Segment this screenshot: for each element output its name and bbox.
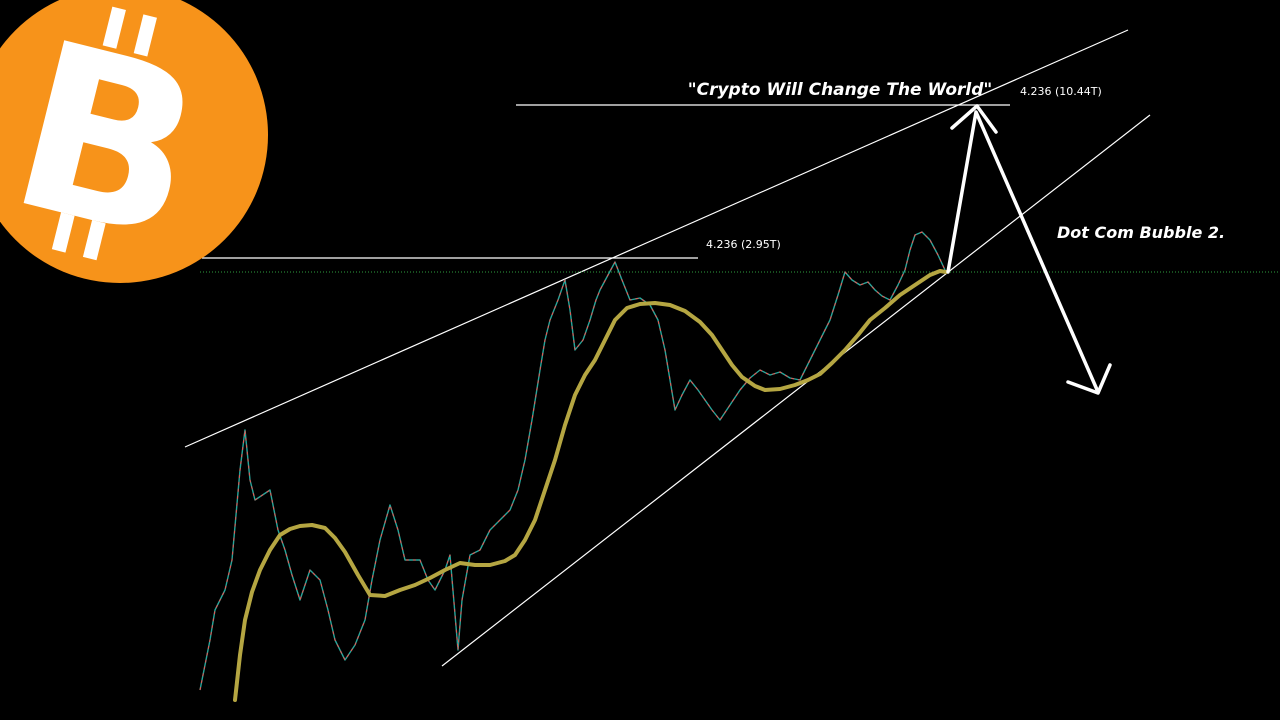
arrowhead-up bbox=[950, 104, 998, 134]
logo-bar bbox=[102, 6, 126, 49]
logo-circle bbox=[0, 0, 268, 283]
forecast-label: Dot Com Bubble 2. bbox=[1057, 223, 1225, 242]
logo-bar bbox=[51, 212, 75, 253]
target-label: 4.236 (10.44T) bbox=[1020, 85, 1102, 98]
upper-trendline bbox=[184, 29, 1129, 448]
bitcoin-logo: B bbox=[0, 0, 268, 294]
headline: "Crypto Will Change The World" bbox=[688, 80, 993, 100]
arrowhead-down bbox=[1066, 363, 1112, 395]
logo-bar bbox=[82, 220, 106, 261]
logo-bar bbox=[133, 14, 157, 57]
projection-path bbox=[946, 110, 1100, 394]
price-series-down bbox=[199, 231, 946, 691]
moving-average bbox=[233, 269, 948, 702]
lower-trendline bbox=[441, 114, 1151, 667]
previous-target-label: 4.236 (2.95T) bbox=[706, 238, 781, 251]
